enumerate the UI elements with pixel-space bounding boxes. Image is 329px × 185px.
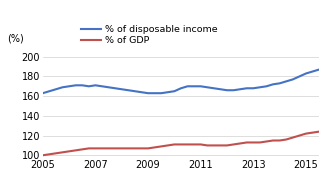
% of disposable income [172,90,176,92]
% of disposable income [186,85,190,87]
% of GDP [278,139,282,142]
% of disposable income [139,91,143,93]
% of GDP [311,132,315,134]
% of disposable income [153,92,157,94]
% of GDP [284,138,288,141]
% of disposable income [47,90,51,92]
% of GDP [133,147,137,149]
% of disposable income [199,85,203,87]
% of disposable income [74,84,78,86]
% of GDP [291,136,295,139]
% of disposable income [245,87,249,89]
% of GDP [199,143,203,146]
% of disposable income [100,85,104,87]
Text: (%): (%) [7,33,24,43]
% of GDP [107,147,111,149]
% of disposable income [304,72,308,75]
% of GDP [93,147,97,149]
% of GDP [212,144,216,147]
% of GDP [166,144,170,147]
% of disposable income [238,88,242,90]
% of GDP [41,154,45,156]
% of disposable income [311,70,315,73]
% of disposable income [133,90,137,92]
% of disposable income [61,86,64,88]
% of GDP [238,142,242,144]
% of GDP [113,147,117,149]
% of disposable income [126,89,130,91]
% of GDP [297,134,301,137]
% of disposable income [54,88,58,90]
% of disposable income [93,84,97,86]
% of GDP [271,139,275,142]
% of GDP [304,132,308,135]
% of disposable income [166,91,170,93]
% of disposable income [41,92,45,94]
% of GDP [61,151,64,153]
% of disposable income [192,85,196,87]
% of GDP [186,143,190,146]
% of disposable income [297,75,301,78]
% of disposable income [212,87,216,89]
% of GDP [100,147,104,149]
% of GDP [225,144,229,147]
% of GDP [192,143,196,146]
% of GDP [80,148,84,150]
% of GDP [265,140,268,143]
% of disposable income [258,86,262,88]
% of GDP [153,146,157,149]
% of disposable income [107,86,111,88]
% of disposable income [278,82,282,84]
% of disposable income [251,87,255,89]
% of disposable income [317,68,321,71]
% of disposable income [284,80,288,83]
% of GDP [205,144,209,147]
% of GDP [126,147,130,149]
% of disposable income [113,87,117,89]
% of disposable income [291,78,295,80]
% of GDP [179,143,183,146]
% of disposable income [146,92,150,94]
% of disposable income [232,89,236,91]
Legend: % of disposable income, % of GDP: % of disposable income, % of GDP [81,25,218,45]
% of GDP [146,147,150,149]
% of GDP [258,141,262,144]
% of GDP [159,145,163,147]
% of disposable income [80,84,84,86]
Line: % of disposable income: % of disposable income [43,70,319,93]
% of GDP [120,147,124,149]
% of disposable income [159,92,163,94]
% of GDP [54,152,58,154]
% of GDP [87,147,91,149]
% of disposable income [265,85,268,87]
% of GDP [251,141,255,144]
Line: % of GDP: % of GDP [43,132,319,155]
% of GDP [67,150,71,152]
% of GDP [139,147,143,149]
% of disposable income [67,85,71,87]
% of GDP [172,143,176,146]
% of GDP [47,153,51,155]
% of disposable income [271,83,275,85]
% of disposable income [218,88,222,90]
% of disposable income [120,88,124,90]
% of disposable income [225,89,229,91]
% of GDP [218,144,222,147]
% of disposable income [205,86,209,88]
% of GDP [317,130,321,133]
% of GDP [245,141,249,144]
% of GDP [232,143,236,146]
% of disposable income [87,85,91,87]
% of GDP [74,149,78,152]
% of disposable income [179,87,183,89]
